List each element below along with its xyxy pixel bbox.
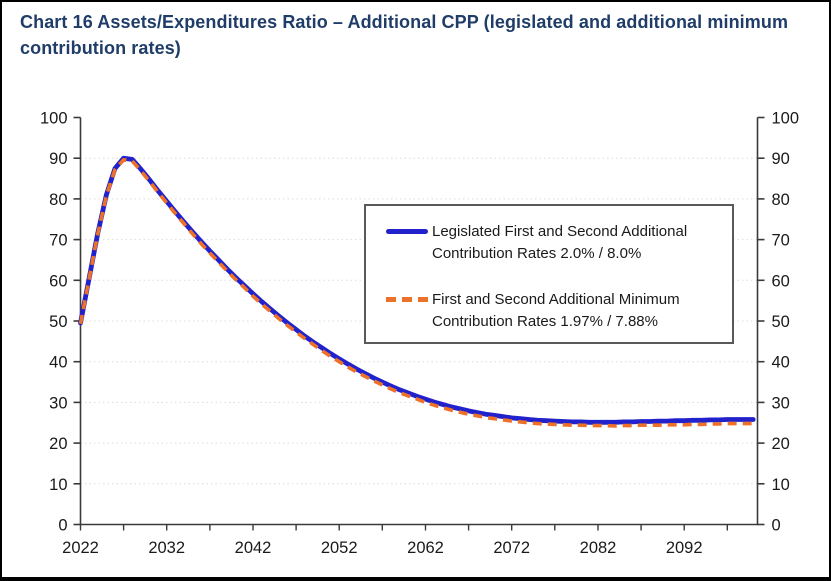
y-tick-label-right: 70 xyxy=(772,232,790,250)
legend-entry-minimum-label: First and Second Additional Minimum Cont… xyxy=(432,289,680,333)
x-tick-label: 2032 xyxy=(148,539,185,557)
y-tick-label-left: 60 xyxy=(49,272,67,290)
x-tick-label: 2072 xyxy=(493,539,530,557)
legend-legislated-line2: Contribution Rates 2.0% / 8.0% xyxy=(432,245,642,262)
legislated-solid-line-sample xyxy=(386,229,428,234)
y-tick-label-left: 10 xyxy=(49,476,67,494)
y-tick-label-left: 50 xyxy=(49,313,67,331)
y-tick-label-left: 90 xyxy=(49,150,67,168)
y-tick-label-left: 40 xyxy=(49,354,67,372)
legend-minimum-line1: First and Second Additional Minimum xyxy=(432,291,680,308)
x-tick-label: 2042 xyxy=(235,539,272,557)
y-tick-label-right: 10 xyxy=(772,476,790,494)
y-tick-label-left: 30 xyxy=(49,394,67,412)
y-tick-label-left: 100 xyxy=(40,110,68,128)
y-tick-label-right: 90 xyxy=(772,150,790,168)
y-tick-label-right: 100 xyxy=(772,110,800,128)
legend-entry-legislated-label: Legislated First and Second Additional C… xyxy=(432,221,687,265)
series-minimum-line xyxy=(78,158,754,428)
y-tick-label-left: 0 xyxy=(58,517,67,535)
y-tick-label-right: 80 xyxy=(772,191,790,209)
chart-legend: Legislated First and Second Additional C… xyxy=(364,204,734,344)
legend-minimum-line2: Contribution Rates 1.97% / 7.88% xyxy=(432,313,658,330)
y-tick-label-right: 0 xyxy=(772,517,781,535)
y-tick-label-right: 20 xyxy=(772,435,790,453)
x-tick-label: 2022 xyxy=(62,539,99,557)
x-tick-label: 2092 xyxy=(666,539,703,557)
y-tick-label-left: 80 xyxy=(49,191,67,209)
y-tick-label-left: 70 xyxy=(49,232,67,250)
chart-title: Chart 16 Assets/Expenditures Ratio – Add… xyxy=(20,12,789,58)
legend-entry-minimum: First and Second Additional Minimum Cont… xyxy=(386,289,722,333)
legend-legislated-line1: Legislated First and Second Additional xyxy=(432,223,688,240)
minimum-dashed-line-sample xyxy=(386,297,428,302)
y-tick-label-right: 60 xyxy=(772,272,790,290)
y-tick-label-right: 50 xyxy=(772,313,790,331)
y-tick-label-right: 40 xyxy=(772,354,790,372)
x-tick-label: 2052 xyxy=(321,539,358,557)
x-tick-label: 2082 xyxy=(580,539,617,557)
y-tick-label-right: 30 xyxy=(772,394,790,412)
x-tick-label: 2062 xyxy=(407,539,444,557)
legend-entry-legislated: Legislated First and Second Additional C… xyxy=(386,221,722,265)
y-tick-label-left: 20 xyxy=(49,435,67,453)
